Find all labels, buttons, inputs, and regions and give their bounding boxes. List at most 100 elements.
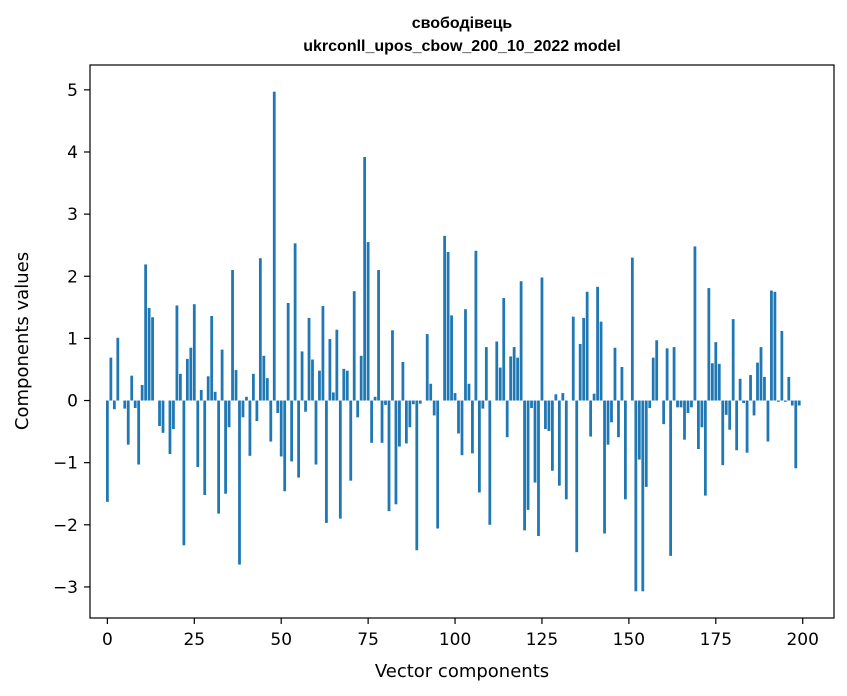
bar bbox=[544, 400, 547, 430]
bar bbox=[797, 400, 801, 406]
bar bbox=[112, 400, 116, 410]
bar bbox=[185, 358, 189, 401]
bar bbox=[179, 373, 182, 401]
bar bbox=[509, 356, 513, 401]
bar bbox=[213, 391, 217, 401]
bar bbox=[272, 91, 276, 401]
bar bbox=[311, 359, 314, 401]
bar bbox=[161, 400, 165, 433]
y-tick-label: 2 bbox=[67, 267, 78, 287]
y-tick-label: −3 bbox=[53, 578, 78, 598]
bar bbox=[523, 400, 526, 531]
bar bbox=[763, 376, 766, 401]
bar bbox=[345, 370, 349, 401]
y-tick-label: −2 bbox=[53, 516, 78, 536]
bar bbox=[693, 246, 697, 401]
bar bbox=[151, 317, 154, 401]
bar bbox=[224, 400, 227, 494]
bar bbox=[505, 400, 509, 438]
bar bbox=[387, 400, 391, 512]
bar bbox=[338, 400, 342, 519]
bar bbox=[457, 400, 460, 434]
bar bbox=[624, 400, 627, 500]
bar bbox=[241, 400, 245, 418]
bar bbox=[787, 376, 791, 401]
bar bbox=[126, 400, 130, 445]
bar bbox=[189, 347, 193, 401]
bar bbox=[686, 400, 690, 413]
y-axis-ticks: −3 −2 −1 0 1 2 3 4 5 bbox=[53, 81, 90, 598]
bar bbox=[540, 277, 544, 401]
bar bbox=[776, 400, 780, 402]
bar bbox=[648, 400, 652, 408]
bar bbox=[533, 400, 537, 483]
bar bbox=[665, 348, 669, 401]
bar bbox=[199, 389, 203, 401]
bar bbox=[175, 305, 179, 401]
bar bbox=[318, 370, 321, 401]
bar bbox=[575, 400, 579, 553]
bar bbox=[783, 400, 787, 402]
bar bbox=[742, 400, 745, 404]
bar bbox=[234, 370, 238, 401]
y-tick-label: 1 bbox=[67, 329, 78, 349]
bar bbox=[697, 400, 700, 449]
bar bbox=[554, 394, 558, 401]
x-tick-label: 25 bbox=[183, 630, 205, 650]
bar bbox=[307, 317, 311, 401]
bar bbox=[637, 400, 641, 460]
x-axis-ticks: 0 25 50 75 100 125 150 175 200 bbox=[102, 618, 819, 650]
bar bbox=[133, 400, 137, 408]
bar bbox=[325, 400, 328, 523]
bar bbox=[578, 343, 582, 401]
bar bbox=[370, 400, 373, 443]
bar bbox=[304, 400, 307, 412]
bar bbox=[123, 400, 127, 409]
bar bbox=[756, 362, 759, 401]
bar bbox=[676, 400, 679, 408]
x-tick-label: 175 bbox=[700, 630, 732, 650]
bar bbox=[557, 400, 561, 486]
bar bbox=[331, 392, 335, 401]
bar bbox=[477, 400, 481, 493]
bar bbox=[227, 400, 231, 428]
bar bbox=[707, 288, 711, 401]
bar bbox=[182, 400, 186, 546]
bar bbox=[655, 340, 659, 401]
bar bbox=[293, 243, 297, 401]
bar bbox=[690, 400, 693, 408]
bar bbox=[526, 400, 530, 510]
bar bbox=[192, 304, 196, 401]
chart-subtitle: ukrconll_upos_cbow_200_10_2022 model bbox=[303, 38, 620, 55]
bar bbox=[717, 363, 721, 401]
bar bbox=[436, 400, 440, 529]
bar bbox=[276, 400, 280, 413]
bar bbox=[582, 317, 586, 401]
bar bbox=[634, 400, 638, 592]
bar bbox=[467, 383, 471, 401]
bar bbox=[206, 376, 210, 401]
x-axis-label: Vector components bbox=[375, 661, 549, 682]
bar bbox=[401, 362, 405, 401]
bar bbox=[474, 250, 478, 401]
x-tick-label: 0 bbox=[102, 630, 113, 650]
bar bbox=[759, 347, 763, 401]
plot-frame bbox=[89, 64, 835, 619]
bar bbox=[262, 355, 266, 401]
bar bbox=[366, 242, 370, 401]
x-tick-label: 100 bbox=[439, 630, 471, 650]
bar bbox=[443, 235, 447, 401]
bar bbox=[735, 400, 739, 451]
bar bbox=[415, 400, 419, 551]
bar bbox=[286, 302, 290, 401]
bar bbox=[300, 351, 304, 401]
bar bbox=[140, 384, 144, 401]
bar bbox=[502, 298, 506, 401]
bar bbox=[721, 400, 725, 466]
bar bbox=[248, 400, 252, 456]
bar bbox=[231, 270, 234, 401]
bar bbox=[651, 357, 655, 401]
bar bbox=[498, 367, 502, 401]
bar bbox=[630, 257, 634, 401]
y-tick-label: 5 bbox=[67, 81, 78, 101]
